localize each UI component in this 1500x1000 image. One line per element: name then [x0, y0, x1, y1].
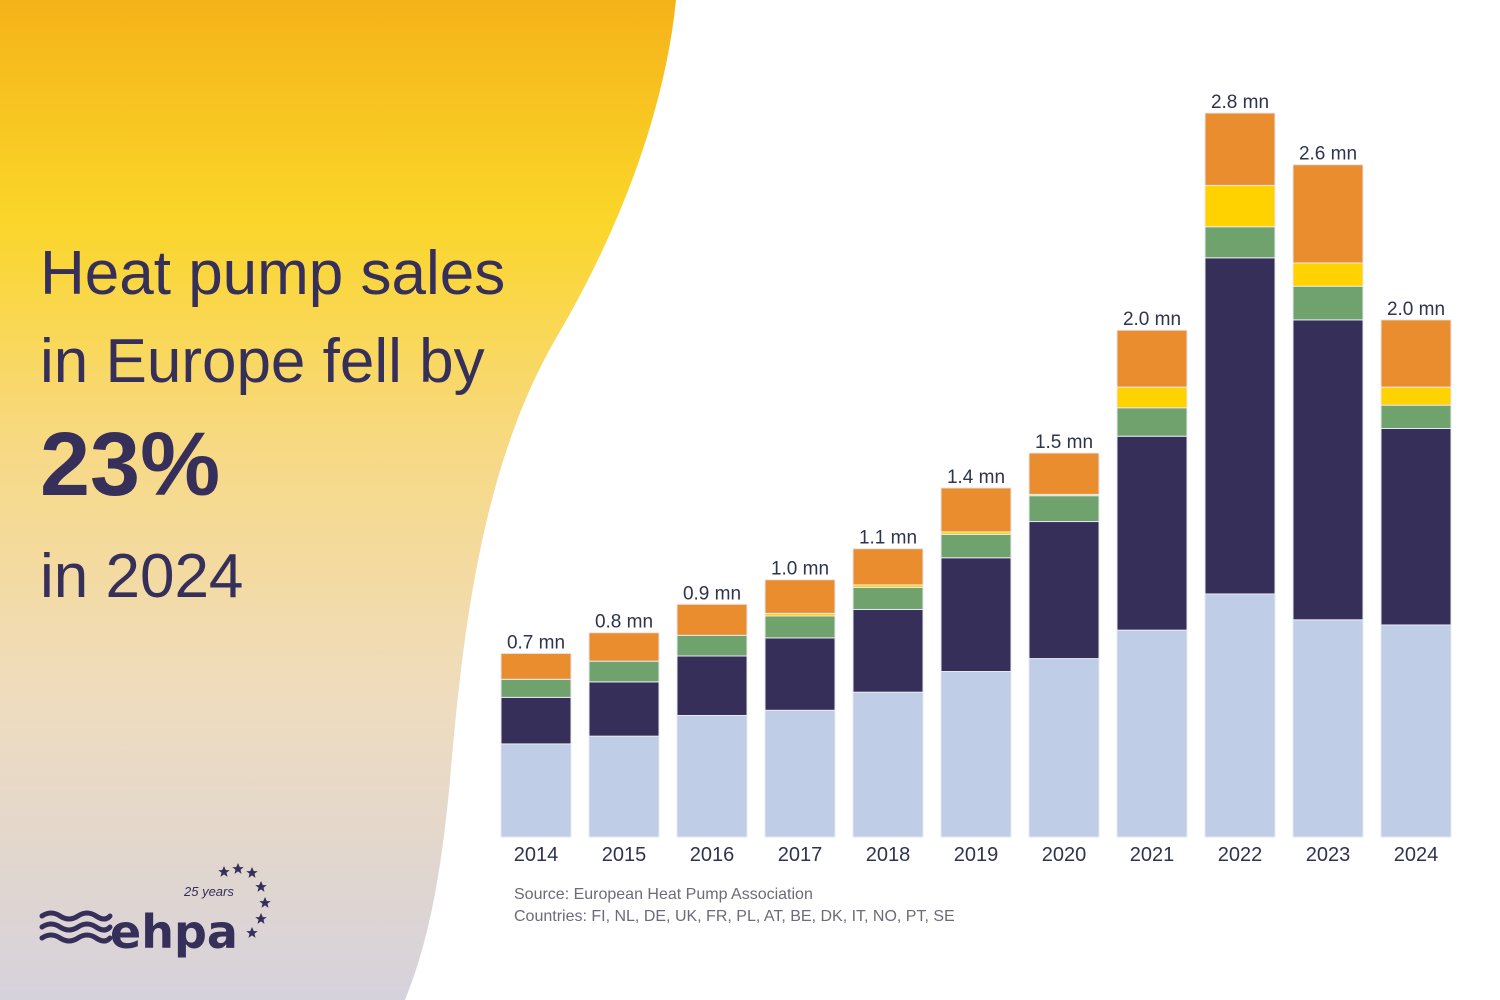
- x-tick-label: 2023: [1306, 844, 1351, 866]
- total-label: 2.0 mn: [1387, 299, 1445, 320]
- x-tick-label: 2018: [866, 844, 911, 866]
- bar-segment-2018-1: [852, 608, 924, 693]
- bar-segment-2016-0: [676, 714, 748, 838]
- total-label: 0.9 mn: [683, 583, 741, 604]
- bar-segment-2017-0: [764, 709, 836, 838]
- bar-segment-2019-2: [940, 533, 1012, 559]
- bar-segment-2023-1: [1292, 319, 1364, 621]
- bar-segment-2021-3: [1116, 386, 1188, 409]
- bar-segment-2017-1: [764, 637, 836, 711]
- logo-text: ehpa: [110, 905, 238, 959]
- bar-segment-2024-3: [1380, 386, 1452, 406]
- total-label: 1.1 mn: [859, 528, 917, 549]
- x-tick-label: 2020: [1042, 844, 1087, 866]
- bar-segment-2022-0: [1204, 593, 1276, 838]
- x-tick-label: 2015: [602, 844, 647, 866]
- bar-segment-2016-1: [676, 655, 748, 716]
- bar-segment-2016-2: [676, 634, 748, 657]
- x-tick-label: 2014: [514, 844, 559, 866]
- bar-segment-2019-0: [940, 671, 1012, 838]
- bar-segment-2023-0: [1292, 619, 1364, 838]
- bar-segment-2024-0: [1380, 624, 1452, 838]
- bar-segment-2016-4: [676, 603, 748, 636]
- bar-segment-2022-2: [1204, 226, 1276, 259]
- bar-segment-2014-2: [500, 678, 572, 698]
- ehpa-logo: ehpa 25 years: [39, 863, 271, 959]
- x-tick-label: 2022: [1218, 844, 1263, 866]
- total-label: 0.8 mn: [595, 612, 653, 633]
- bar-segment-2015-2: [588, 660, 660, 683]
- bar-segment-2014-4: [500, 652, 572, 680]
- bar-segment-2018-2: [852, 586, 924, 610]
- bar-segment-2022-3: [1204, 184, 1276, 228]
- bar-segment-2024-4: [1380, 319, 1452, 388]
- bar-segment-2020-0: [1028, 658, 1100, 838]
- bar-segment-2017-2: [764, 615, 836, 639]
- bar-segment-2015-1: [588, 681, 660, 737]
- total-label: 2.0 mn: [1123, 309, 1181, 330]
- bar-segment-2018-4: [852, 548, 924, 586]
- bar-segment-2020-1: [1028, 521, 1100, 660]
- headline-percentage: 23%: [40, 415, 221, 515]
- bar-segment-2020-2: [1028, 495, 1100, 523]
- bar-segment-2023-4: [1292, 164, 1364, 264]
- countries-text: Countries: FI, NL, DE, UK, FR, PL, AT, B…: [514, 908, 955, 925]
- total-label: 2.8 mn: [1211, 92, 1269, 113]
- bar-segment-2021-2: [1116, 407, 1188, 437]
- source-text: Source: European Heat Pump Association: [514, 886, 813, 903]
- bar-segment-2024-2: [1380, 404, 1452, 429]
- headline-line-3: in 2024: [40, 542, 244, 611]
- headline-line-1: Heat pump sales: [40, 239, 506, 308]
- waves-icon: [39, 910, 113, 944]
- total-label: 2.6 mn: [1299, 144, 1357, 165]
- bar-segment-2024-1: [1380, 427, 1452, 626]
- x-tick-label: 2016: [690, 844, 735, 866]
- bar-segment-2015-0: [588, 735, 660, 838]
- x-tick-label: 2019: [954, 844, 999, 866]
- total-label: 1.5 mn: [1035, 432, 1093, 453]
- bar-segment-2014-0: [500, 743, 572, 838]
- x-tick-label: 2024: [1394, 844, 1439, 866]
- total-label: 1.4 mn: [947, 467, 1005, 488]
- bar-segment-2023-3: [1292, 262, 1364, 287]
- bar-segment-2017-4: [764, 579, 836, 614]
- bar-segment-2023-2: [1292, 285, 1364, 321]
- bar-segment-2022-4: [1204, 112, 1276, 186]
- bar-segment-2022-1: [1204, 257, 1276, 595]
- bar-segment-2021-0: [1116, 629, 1188, 838]
- bar-segment-2021-4: [1116, 329, 1188, 388]
- stars-icon: [218, 863, 271, 938]
- bar-segment-2014-1: [500, 696, 572, 745]
- bar-segment-2015-4: [588, 632, 660, 662]
- bar-segment-2020-4: [1028, 452, 1100, 495]
- bar-segment-2019-1: [940, 557, 1012, 673]
- total-label: 1.0 mn: [771, 559, 829, 580]
- bar-segment-2018-0: [852, 691, 924, 838]
- x-tick-label: 2017: [778, 844, 823, 866]
- headline-line-2: in Europe fell by: [40, 327, 485, 396]
- total-label: 0.7 mn: [507, 632, 565, 653]
- bar-segment-2019-4: [940, 487, 1012, 533]
- x-tick-label: 2021: [1130, 844, 1175, 866]
- logo-badge: 25 years: [183, 884, 234, 899]
- bar-segment-2021-1: [1116, 435, 1188, 631]
